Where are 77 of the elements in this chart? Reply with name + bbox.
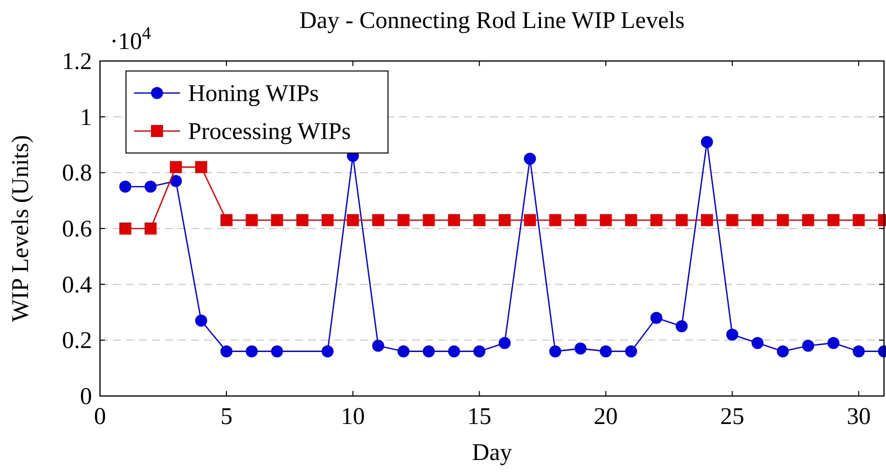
point bbox=[448, 345, 460, 358]
point bbox=[625, 214, 638, 226]
point bbox=[296, 214, 308, 226]
point bbox=[322, 345, 334, 358]
point bbox=[752, 214, 764, 226]
point bbox=[498, 336, 511, 349]
point bbox=[726, 214, 738, 226]
point bbox=[524, 214, 536, 226]
point bbox=[422, 345, 435, 358]
point bbox=[676, 214, 688, 226]
point bbox=[574, 214, 587, 226]
point bbox=[144, 222, 157, 234]
point bbox=[220, 214, 232, 226]
point bbox=[372, 214, 384, 226]
point bbox=[700, 214, 713, 226]
point bbox=[600, 214, 612, 226]
point bbox=[144, 180, 157, 193]
point bbox=[271, 214, 284, 226]
point bbox=[448, 214, 460, 226]
y-tick-label: 1 bbox=[80, 104, 92, 131]
point bbox=[524, 152, 536, 165]
point bbox=[776, 214, 789, 226]
point bbox=[802, 340, 814, 352]
point bbox=[246, 345, 258, 358]
point bbox=[625, 345, 638, 358]
x-tick-label: 10 bbox=[340, 404, 365, 430]
point bbox=[271, 345, 284, 358]
point bbox=[397, 214, 410, 226]
point bbox=[220, 345, 232, 358]
point bbox=[498, 214, 511, 226]
point bbox=[752, 336, 764, 349]
point bbox=[574, 342, 587, 355]
x-tick-label: 20 bbox=[594, 404, 618, 430]
x-tick-label: 5 bbox=[220, 404, 232, 430]
point bbox=[473, 345, 486, 358]
x-tick-label: 15 bbox=[467, 404, 492, 430]
y-tick-label: 0.6 bbox=[62, 216, 92, 242]
x-tick-label: 25 bbox=[720, 404, 744, 430]
point bbox=[700, 136, 713, 148]
y-tick-label: 1.2 bbox=[62, 49, 92, 75]
y-axis-title: WIP Levels (Units) bbox=[8, 134, 34, 322]
y-tick-label: 0.8 bbox=[62, 160, 92, 187]
point bbox=[346, 214, 359, 226]
point bbox=[802, 214, 814, 226]
point bbox=[650, 214, 662, 226]
y-tick-label: 0.2 bbox=[62, 328, 92, 354]
point bbox=[600, 345, 612, 358]
chart-title: Day - Connecting Rod Line WIP Levels bbox=[299, 8, 685, 34]
point bbox=[119, 180, 132, 193]
point bbox=[852, 345, 865, 358]
point bbox=[170, 161, 182, 174]
y-tick-label: 0.4 bbox=[62, 272, 92, 298]
point bbox=[372, 340, 384, 352]
point bbox=[195, 314, 208, 327]
point bbox=[473, 214, 486, 226]
point bbox=[549, 214, 562, 226]
text: ·10$^{4}$ bbox=[110, 23, 151, 55]
point bbox=[726, 328, 738, 341]
point bbox=[170, 175, 182, 188]
point bbox=[246, 214, 258, 226]
point bbox=[852, 214, 865, 226]
point bbox=[827, 214, 840, 226]
point bbox=[119, 222, 132, 234]
point bbox=[827, 336, 840, 349]
point bbox=[776, 345, 789, 358]
x-tick-label: 30 bbox=[846, 404, 871, 430]
point bbox=[676, 320, 688, 332]
point bbox=[397, 345, 410, 358]
point bbox=[322, 214, 334, 226]
y-tick-label: 0 bbox=[80, 384, 92, 410]
x-axis-title: Day bbox=[472, 440, 512, 466]
legend-label: Honing WIPs bbox=[188, 81, 319, 107]
point bbox=[650, 312, 662, 324]
point bbox=[195, 161, 208, 174]
point bbox=[422, 214, 435, 226]
point bbox=[549, 345, 562, 358]
legend-label: Processing WIPs bbox=[188, 119, 351, 145]
